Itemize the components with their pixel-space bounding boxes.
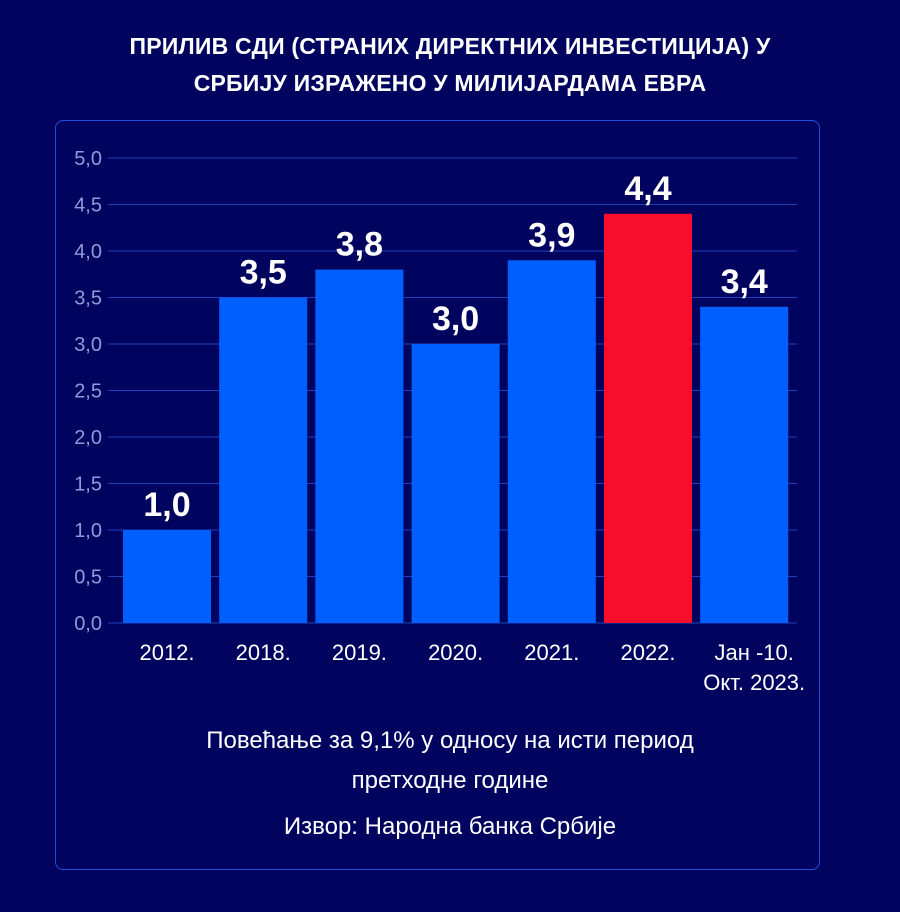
footnote-increase: Повећање за 9,1% у односу на исти период <box>206 727 694 754</box>
x-tick-label: Окт. 2023. <box>703 670 805 695</box>
footnote-source: Извор: Народна банка Србије <box>283 813 617 840</box>
data-label: 3,8 <box>336 226 383 264</box>
x-tick-label: 2018. <box>236 640 291 665</box>
data-label: 4,4 <box>624 170 671 208</box>
data-label: 3,9 <box>528 216 575 254</box>
bar <box>507 260 596 623</box>
x-tick-label: 2022. <box>620 640 675 665</box>
data-label: 1,0 <box>143 486 190 524</box>
y-tick-label: 5,0 <box>74 148 102 170</box>
y-tick-label: 1,0 <box>74 520 102 542</box>
bar <box>219 297 308 623</box>
x-tick-label: 2021. <box>524 640 579 665</box>
bar <box>315 269 404 623</box>
y-tick-label: 0,5 <box>74 567 102 589</box>
chart-title-line-2: СРБИЈУ ИЗРАЖЕНО У МИЛИЈАРДАМА ЕВРА <box>193 70 707 96</box>
y-tick-label: 3,0 <box>74 334 102 356</box>
bar <box>604 213 692 624</box>
data-label: 3,0 <box>432 300 479 338</box>
x-tick-label: Јан -10. <box>714 640 793 665</box>
data-label: 3,5 <box>240 254 287 292</box>
chart-title: ПРИЛИВ СДИ (СТРАНИХ ДИРЕКТНИХ ИНВЕСТИЦИЈ… <box>0 28 900 102</box>
y-tick-label: 4,0 <box>74 241 102 263</box>
bar <box>123 530 211 623</box>
y-tick-label: 3,5 <box>74 288 102 310</box>
chart-title-line-1: ПРИЛИВ СДИ (СТРАНИХ ДИРЕКТНИХ ИНВЕСТИЦИЈ… <box>129 33 771 59</box>
data-label: 3,4 <box>721 263 768 301</box>
x-tick-label: 2019. <box>332 640 387 665</box>
bar <box>411 344 500 623</box>
bar <box>700 306 789 623</box>
y-tick-label: 4,5 <box>74 195 102 217</box>
x-tick-label: 2012. <box>139 640 194 665</box>
y-tick-label: 2,0 <box>74 427 102 449</box>
y-tick-label: 0,0 <box>74 613 102 635</box>
y-tick-label: 1,5 <box>74 474 102 496</box>
y-tick-label: 2,5 <box>74 381 102 403</box>
x-tick-label: 2020. <box>428 640 483 665</box>
footnote-previous-year: претходне године <box>351 767 549 794</box>
